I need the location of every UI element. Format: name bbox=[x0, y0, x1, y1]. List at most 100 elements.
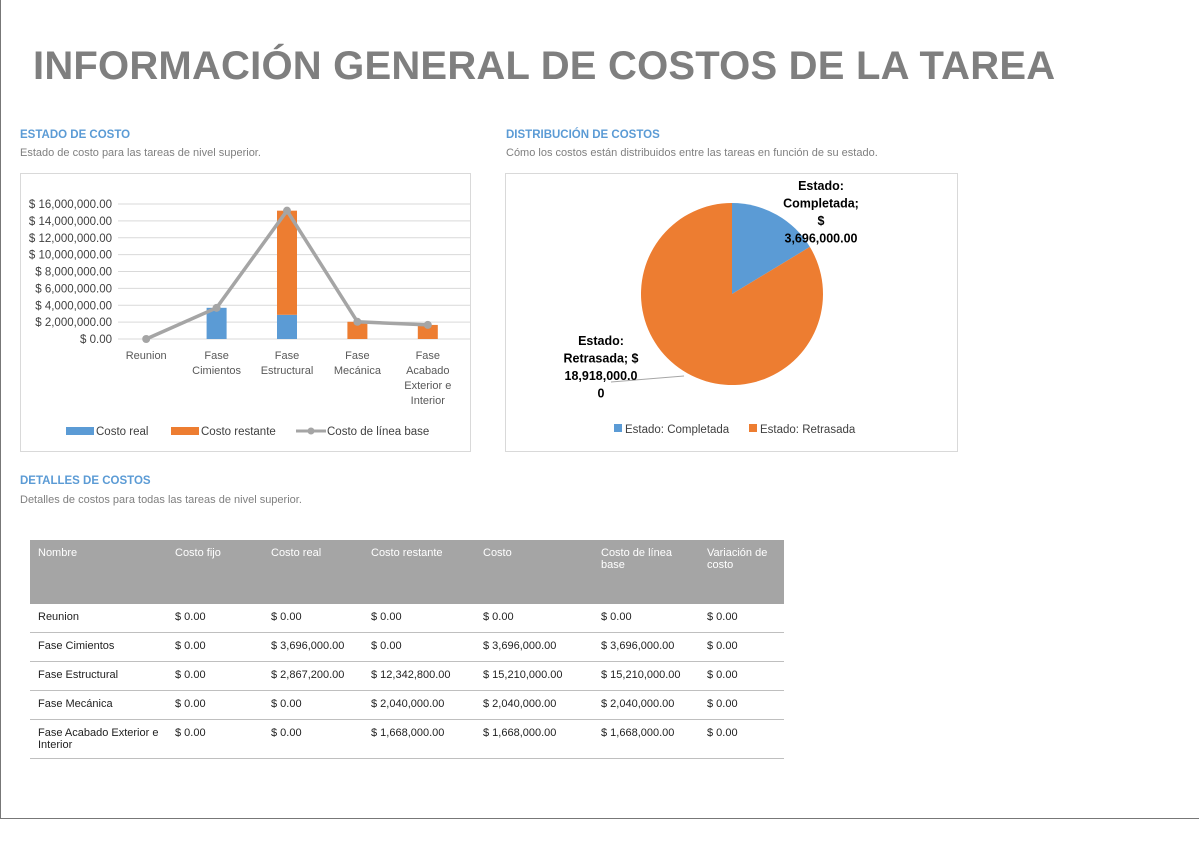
cost-cell: $ 0.00 bbox=[263, 604, 363, 633]
legend-label: Costo real bbox=[96, 426, 148, 438]
bar-costo-restante bbox=[417, 324, 438, 339]
cost-cell: $ 0.00 bbox=[699, 690, 784, 720]
cost-cell: $ 0.00 bbox=[475, 604, 593, 633]
cost-status-chart: $ 0.00 $ 2,000,000.00 $ 4,000,000.00 $ 6,00… bbox=[20, 173, 471, 452]
detalles-subtitle: Detalles de costos para todas las tareas… bbox=[20, 494, 302, 506]
cost-cell: $ 12,342,800.00 bbox=[363, 661, 475, 691]
cost-cell: $ 2,040,000.00 bbox=[593, 690, 699, 720]
cost-cell: $ 15,210,000.00 bbox=[475, 661, 593, 691]
cost-cell: $ 0.00 bbox=[263, 719, 363, 759]
cost-cell: $ 0.00 bbox=[263, 690, 363, 720]
legend-label: Costo de línea base bbox=[327, 426, 429, 438]
cost-cell: $ 1,668,000.00 bbox=[593, 719, 699, 759]
column-header: Costo restante bbox=[363, 540, 475, 604]
column-header: Nombre bbox=[30, 540, 167, 604]
cost-cell: $ 0.00 bbox=[167, 632, 263, 662]
y-tick-label: $ 8,000,000.00 bbox=[35, 267, 112, 279]
cost-cell: $ 3,696,000.00 bbox=[475, 632, 593, 662]
cost-cell: $ 3,696,000.00 bbox=[593, 632, 699, 662]
cost-details-table: Nombre Costo fijo Costo real Costo restante… bbox=[30, 540, 784, 759]
task-name-cell: Fase Acabado Exterior e Interior bbox=[30, 719, 167, 759]
data-label-line: $ bbox=[818, 214, 825, 228]
column-header: Costo fijo bbox=[167, 540, 263, 604]
cost-cell: $ 0.00 bbox=[699, 604, 784, 633]
cost-cell: $ 2,867,200.00 bbox=[263, 661, 363, 691]
data-label-line: Completada; bbox=[783, 197, 859, 211]
estado-subtitle: Estado de costo para las tareas de nivel… bbox=[20, 147, 261, 159]
bar-costo-real bbox=[206, 307, 227, 339]
data-label-line: 18,918,000.0 bbox=[565, 369, 638, 383]
cost-cell: $ 0.00 bbox=[167, 690, 263, 720]
baseline-cost-point bbox=[353, 317, 362, 326]
legend-swatch bbox=[614, 424, 622, 432]
y-tick-label: $ 6,000,000.00 bbox=[35, 283, 112, 295]
legend-label: Estado: Completada bbox=[625, 424, 730, 436]
data-label-line: Estado: bbox=[798, 179, 844, 193]
cost-cell: $ 0.00 bbox=[363, 632, 475, 662]
leader-line bbox=[610, 375, 685, 383]
task-name-cell: Fase Estructural bbox=[30, 661, 167, 691]
legend-label: Costo restante bbox=[201, 426, 276, 438]
bar-chart-svg: $ 0.00 $ 2,000,000.00 $ 4,000,000.00 $ 6,00… bbox=[29, 199, 470, 438]
table-row: Fase Acabado Exterior e Interior $ 0.00 $ … bbox=[30, 719, 784, 759]
table-row: Reunion $ 0.00 $ 0.00 $ 0.00 $ 0.00 $ 0.00 $ 0… bbox=[30, 604, 784, 633]
task-name-cell: Reunion bbox=[30, 604, 167, 633]
column-header: Costo bbox=[475, 540, 593, 604]
cost-cell: $ 2,040,000.00 bbox=[475, 690, 593, 720]
y-tick-label: $ 10,000,000.00 bbox=[29, 250, 112, 262]
x-category-label: Fase Mecánica bbox=[334, 350, 382, 377]
pie-slice-completada bbox=[732, 203, 810, 294]
y-tick-label: $ 16,000,000.00 bbox=[29, 199, 112, 211]
bar-costo-restante bbox=[277, 210, 297, 315]
y-tick-label: $ 12,000,000.00 bbox=[29, 233, 112, 245]
cost-cell: $ 0.00 bbox=[593, 604, 699, 633]
baseline-cost-point bbox=[283, 206, 291, 215]
data-label: Estado: Retrasada; $ 18,918,000.0 0 bbox=[563, 334, 638, 401]
cost-cell: $ 0.00 bbox=[167, 719, 263, 759]
data-label-line: 0 bbox=[598, 387, 605, 401]
data-label: Estado: Completada; $3,696,000.00 bbox=[783, 179, 859, 246]
distribucion-subtitle: Cómo los costos están distribuidos entre… bbox=[506, 147, 878, 159]
y-tick-label: $ 14,000,000.00 bbox=[29, 216, 112, 228]
y-tick-label: $ 0.00 bbox=[80, 334, 112, 346]
cost-cell: $ 0.00 bbox=[363, 604, 475, 633]
detalles-heading: DETALLES DE COSTOS bbox=[20, 475, 151, 487]
bar-costo-restante bbox=[347, 321, 368, 339]
pie-slice-retrasada bbox=[641, 203, 823, 385]
cost-cell: $ 0.00 bbox=[167, 604, 263, 633]
table-row: Fase Cimientos $ 0.00 $ 3,696,000.00 $ 0.00… bbox=[30, 632, 784, 662]
data-label-line: Retrasada; $ bbox=[563, 352, 638, 366]
cost-cell: $ 0.00 bbox=[699, 632, 784, 662]
cost-cell: $ 0.00 bbox=[167, 661, 263, 691]
pie-chart-svg: Estado: Completada; $3,696,000.00 Estado: Re… bbox=[563, 179, 859, 436]
distribucion-heading: DISTRIBUCIÓN DE COSTOS bbox=[506, 129, 660, 141]
cost-distribution-chart: Estado: Completada; $3,696,000.00 Estado: Re… bbox=[505, 173, 958, 452]
legend-label: Estado: Retrasada bbox=[760, 424, 856, 436]
y-tick-label: $ 2,000,000.00 bbox=[35, 317, 112, 329]
x-category-label: Fase Cimientos bbox=[192, 350, 241, 377]
task-name-cell: Fase Cimientos bbox=[30, 632, 167, 662]
x-category-label: Reunion bbox=[126, 350, 167, 362]
cost-cell: $ 0.00 bbox=[699, 661, 784, 691]
cost-cell: $ 1,668,000.00 bbox=[475, 719, 593, 759]
page-title: INFORMACIÓN GENERAL DE COSTOS DE LA TARE… bbox=[33, 44, 1056, 88]
baseline-cost-point bbox=[212, 303, 221, 312]
cost-cell: $ 3,696,000.00 bbox=[263, 632, 363, 662]
legend-swatch bbox=[749, 424, 757, 432]
estado-heading: ESTADO DE COSTO bbox=[20, 129, 131, 141]
table-row: Fase Estructural $ 0.00 $ 2,867,200.00 $ 12… bbox=[30, 661, 784, 691]
task-name-cell: Fase Mecánica bbox=[30, 690, 167, 720]
cost-cell: $ 2,040,000.00 bbox=[363, 690, 475, 720]
x-category-label: Fase Acabado Exterior e Interior bbox=[404, 350, 451, 407]
cost-cell: $ 0.00 bbox=[699, 719, 784, 759]
legend-marker bbox=[307, 427, 315, 435]
baseline-cost-point bbox=[423, 320, 432, 329]
page-frame bbox=[0, 0, 1199, 819]
cost-cell: $ 15,210,000.00 bbox=[593, 661, 699, 691]
y-tick-label: $ 4,000,000.00 bbox=[35, 300, 112, 312]
legend-swatch bbox=[171, 427, 199, 435]
cost-cell: $ 1,668,000.00 bbox=[363, 719, 475, 759]
column-header: Variación de costo bbox=[699, 540, 784, 604]
legend-swatch bbox=[66, 427, 94, 435]
